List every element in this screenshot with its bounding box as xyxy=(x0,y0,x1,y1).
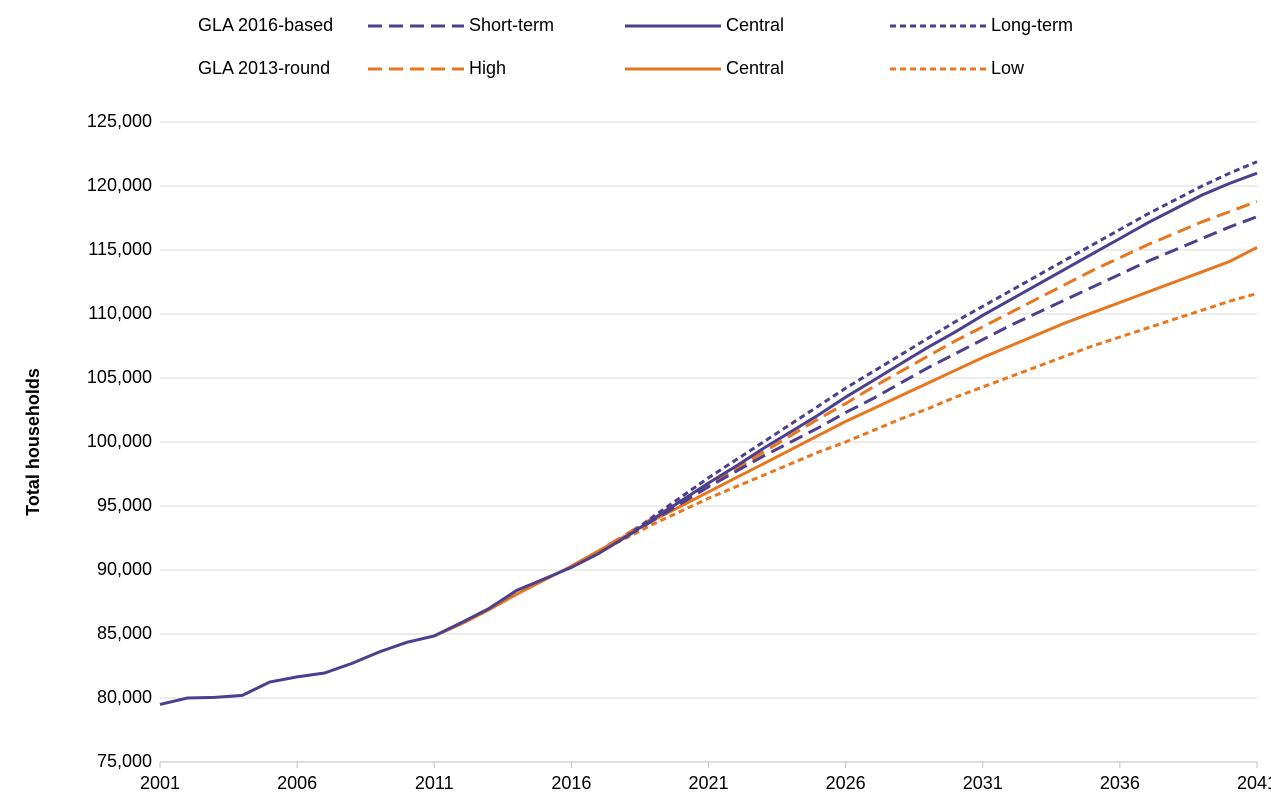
y-tick-label: 120,000 xyxy=(87,175,152,195)
legend-label: Short-term xyxy=(469,15,554,35)
legend-label: Long-term xyxy=(991,15,1073,35)
x-tick-label: 2016 xyxy=(551,773,591,793)
legend-label: Low xyxy=(991,58,1025,78)
x-tick-label: 2021 xyxy=(688,773,728,793)
y-tick-label: 100,000 xyxy=(87,431,152,451)
legend-label: High xyxy=(469,58,506,78)
y-tick-label: 125,000 xyxy=(87,111,152,131)
y-tick-label: 115,000 xyxy=(88,239,152,259)
x-tick-label: 2026 xyxy=(826,773,866,793)
legend-group-label: GLA 2013-round xyxy=(198,58,330,78)
series-line xyxy=(159,171,1258,706)
x-tick-label: 2041 xyxy=(1237,773,1271,793)
y-tick-label: 80,000 xyxy=(97,687,152,707)
legend-label: Central xyxy=(726,58,784,78)
series-line xyxy=(570,199,1258,568)
series-line xyxy=(625,215,1258,538)
legend-group-label: GLA 2016-based xyxy=(198,15,333,35)
y-tick-label: 85,000 xyxy=(97,623,152,643)
y-tick-label: 90,000 xyxy=(97,559,152,579)
x-tick-label: 2011 xyxy=(415,773,454,793)
y-tick-label: 110,000 xyxy=(88,303,152,323)
x-tick-label: 2036 xyxy=(1100,773,1140,793)
x-tick-label: 2006 xyxy=(277,773,317,793)
x-tick-label: 2031 xyxy=(963,773,1003,793)
y-axis-label: Total households xyxy=(23,368,43,516)
y-tick-label: 105,000 xyxy=(87,367,152,387)
legend-label: Central xyxy=(726,15,784,35)
y-tick-label: 75,000 xyxy=(97,751,152,771)
y-tick-label: 95,000 xyxy=(97,495,152,515)
series-line xyxy=(570,292,1258,568)
x-tick-label: 2001 xyxy=(140,773,180,793)
